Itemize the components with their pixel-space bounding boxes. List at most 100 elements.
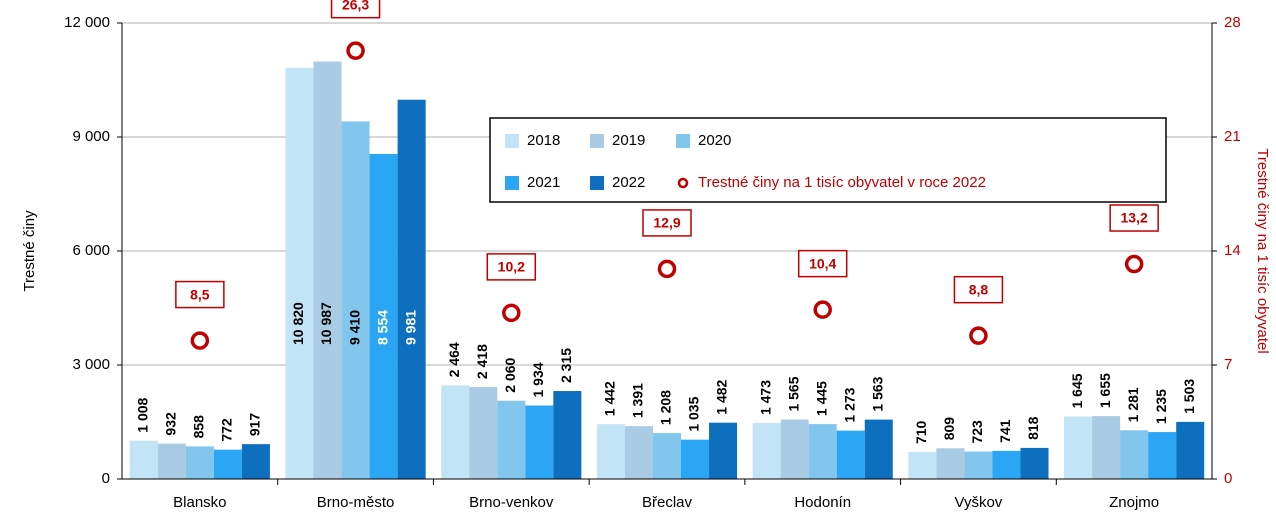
legend-swatch xyxy=(590,176,604,190)
rate-label-box xyxy=(1109,204,1159,232)
bar xyxy=(441,385,470,479)
value-label: 917 xyxy=(247,413,263,437)
legend-label: 2020 xyxy=(698,132,731,149)
value-label: 1 934 xyxy=(530,362,546,397)
legend-swatch xyxy=(505,134,519,148)
bar xyxy=(808,424,837,479)
bar xyxy=(1020,447,1049,479)
bar xyxy=(992,450,1021,479)
value-label: 2 464 xyxy=(446,342,462,377)
bar xyxy=(553,391,582,479)
bar xyxy=(185,446,214,479)
legend-label: 2019 xyxy=(612,132,645,149)
bar xyxy=(313,61,342,480)
rate-marker xyxy=(346,41,365,60)
rate-label: 8,8 xyxy=(969,281,989,297)
value-label: 723 xyxy=(969,420,985,444)
y2-tick-label: 28 xyxy=(1224,14,1241,31)
bar xyxy=(780,419,809,479)
rate-marker xyxy=(813,300,832,319)
value-label: 741 xyxy=(997,419,1013,443)
rate-label: 26,3 xyxy=(342,0,369,12)
value-label: 2 315 xyxy=(558,348,574,383)
y-tick-label: 6 000 xyxy=(72,242,110,259)
rate-label-box xyxy=(642,209,692,237)
value-label: 1 035 xyxy=(686,396,702,431)
value-label: 9 981 xyxy=(402,310,418,345)
bar xyxy=(397,99,426,480)
bar xyxy=(936,448,965,479)
bar xyxy=(213,449,242,479)
y2-tick-label: 7 xyxy=(1224,356,1232,373)
bar xyxy=(709,422,738,479)
rate-label: 8,5 xyxy=(190,286,210,302)
value-label: 772 xyxy=(219,418,235,442)
value-label: 1 563 xyxy=(869,376,885,411)
value-label: 1 473 xyxy=(757,380,773,415)
value-label: 1 442 xyxy=(602,381,618,416)
bar xyxy=(1092,416,1121,479)
bar xyxy=(497,400,526,479)
x-tick-label: Blansko xyxy=(173,494,226,511)
rate-label-box xyxy=(486,253,537,281)
y2-tick-label: 0 xyxy=(1224,470,1232,487)
value-label: 9 410 xyxy=(346,310,362,345)
legend-swatch xyxy=(505,176,519,190)
value-label: 2 060 xyxy=(502,357,518,392)
rate-label: 13,2 xyxy=(1121,210,1148,226)
rate-marker xyxy=(969,326,988,345)
bar xyxy=(525,405,554,479)
bar xyxy=(908,452,937,479)
value-label: 1 281 xyxy=(1125,387,1141,422)
value-label: 1 503 xyxy=(1181,379,1197,414)
rate-marker xyxy=(657,259,677,279)
x-tick-label: Hodonín xyxy=(794,494,851,511)
y-tick-label: 3 000 xyxy=(72,356,110,373)
value-label: 858 xyxy=(191,415,207,439)
rate-label: 10,2 xyxy=(498,259,525,275)
rate-label-box xyxy=(953,275,1004,304)
x-tick-label: Znojmo xyxy=(1109,494,1159,511)
value-label: 1 445 xyxy=(813,381,829,416)
value-label: 1 482 xyxy=(714,379,730,414)
value-label: 809 xyxy=(941,417,957,441)
bar xyxy=(241,444,270,479)
legend-marker xyxy=(677,177,689,189)
value-label: 932 xyxy=(163,412,179,436)
value-label: 10 987 xyxy=(318,302,334,345)
bar xyxy=(964,451,993,479)
legend-swatch xyxy=(590,134,604,148)
x-tick-label: Břeclav xyxy=(642,494,693,511)
value-label: 2 418 xyxy=(474,344,490,379)
rate-label-box xyxy=(175,280,225,309)
bar xyxy=(157,443,186,479)
value-label: 1 391 xyxy=(630,383,646,418)
bar xyxy=(369,153,398,479)
legend-label: 2021 xyxy=(527,174,560,191)
bar xyxy=(864,419,893,479)
value-label: 710 xyxy=(913,420,929,444)
x-tick-label: Brno-město xyxy=(317,494,395,511)
value-label: 1 565 xyxy=(785,376,801,411)
value-label: 10 820 xyxy=(290,302,306,345)
bar xyxy=(1148,432,1177,479)
bar xyxy=(752,423,781,479)
legend-label: 2022 xyxy=(612,174,645,191)
value-label: 1 645 xyxy=(1069,373,1085,408)
y-axis-title: Trestné činy xyxy=(21,210,38,292)
bar xyxy=(341,121,370,480)
bar xyxy=(469,387,498,479)
value-label: 1 235 xyxy=(1153,389,1169,424)
rate-marker xyxy=(502,303,521,323)
y-tick-label: 9 000 xyxy=(72,128,110,145)
bar xyxy=(836,430,865,479)
rate-label-box xyxy=(797,249,848,278)
value-label: 1 208 xyxy=(658,390,674,425)
bar xyxy=(624,426,653,479)
y2-axis-title: Trestné činy na 1 tisíc obyvatel xyxy=(1254,148,1271,353)
y2-tick-label: 21 xyxy=(1224,128,1241,145)
bar xyxy=(681,439,710,479)
rate-label-box xyxy=(330,0,381,19)
value-label: 818 xyxy=(1025,416,1041,440)
